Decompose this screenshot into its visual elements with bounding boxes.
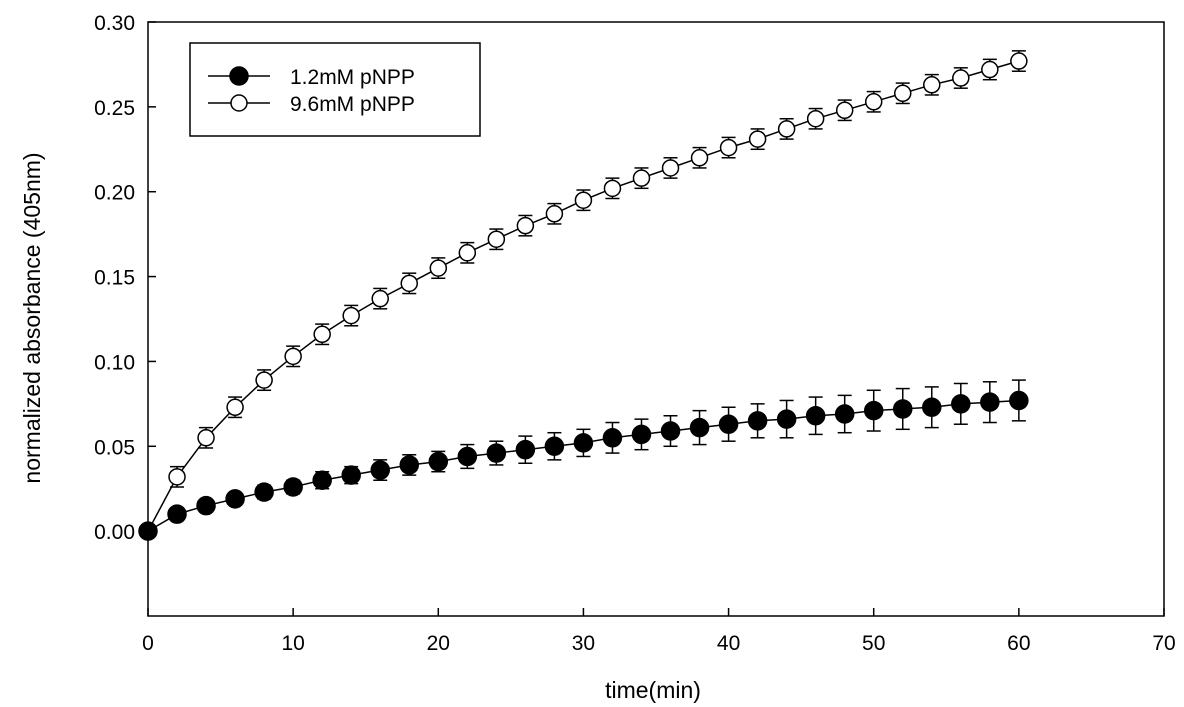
data-point <box>834 404 855 424</box>
x-axis-title: time(min) <box>605 677 701 703</box>
data-point <box>371 289 389 308</box>
legend-marker <box>229 66 249 86</box>
legend-box <box>189 42 481 137</box>
data-point <box>283 477 303 497</box>
y-tick-label: 0.00 <box>94 521 135 544</box>
data-point <box>952 69 970 87</box>
data-point <box>429 259 448 277</box>
series-1 <box>138 379 1029 541</box>
data-point <box>951 394 971 414</box>
data-point <box>748 130 767 148</box>
data-point <box>893 84 912 103</box>
data-point <box>167 504 187 524</box>
x-tick-label: 30 <box>572 632 595 655</box>
data-point <box>631 424 652 445</box>
data-point <box>458 244 477 262</box>
data-point <box>805 405 826 426</box>
x-tick-label: 40 <box>717 632 740 655</box>
series-line <box>147 399 1019 532</box>
data-point <box>457 446 478 467</box>
data-point <box>660 421 681 441</box>
data-point <box>573 433 594 453</box>
y-tick-label: 0.05 <box>94 436 135 459</box>
data-point <box>312 470 332 490</box>
data-point <box>776 409 797 429</box>
data-point <box>690 149 709 167</box>
data-point <box>284 347 302 366</box>
y-tick-label: 0.20 <box>94 182 135 205</box>
data-point <box>602 428 623 448</box>
series-2 <box>139 50 1028 540</box>
data-point <box>225 489 245 509</box>
data-point <box>486 443 507 463</box>
y-axis-title: normalized absorbance (405nm) <box>19 152 45 483</box>
x-tick-label: 70 <box>1152 632 1175 655</box>
data-point <box>515 439 536 460</box>
data-point <box>428 451 449 472</box>
data-point <box>719 138 738 157</box>
data-point <box>806 109 825 128</box>
data-point <box>545 205 564 223</box>
data-point <box>196 495 216 516</box>
data-point <box>892 399 913 419</box>
data-point <box>632 169 651 187</box>
y-tick-label: 0.15 <box>94 267 135 290</box>
data-point <box>864 93 883 111</box>
data-point <box>341 465 361 485</box>
data-point <box>342 306 360 325</box>
plot-axes: 0.00 0.05 0.10 0.15 0.20 0.25 0.30 0 10 20 30 40 50 6… <box>94 12 1176 655</box>
data-point <box>138 521 158 541</box>
data-point <box>197 429 215 447</box>
data-point <box>661 159 680 177</box>
y-tick-label: 0.25 <box>94 97 135 120</box>
data-point <box>1009 390 1029 411</box>
data-point <box>254 482 274 502</box>
data-point <box>400 274 419 293</box>
legend-marker <box>230 94 248 112</box>
legend-label: 1.2mM pNPP <box>290 66 415 89</box>
x-tick-label: 60 <box>1007 632 1030 655</box>
y-tick-label: 0.10 <box>94 351 135 374</box>
data-point <box>168 468 186 486</box>
data-point <box>747 411 768 431</box>
data-point <box>863 400 884 421</box>
x-tick-label: 20 <box>427 632 450 655</box>
data-point <box>399 455 420 475</box>
legend: 1.2mM pNPP 9.6mM pNPP <box>189 42 481 137</box>
data-point <box>923 76 941 94</box>
plot-frame <box>147 21 1165 617</box>
data-point <box>255 371 273 389</box>
data-point <box>516 216 535 235</box>
data-point <box>835 101 854 120</box>
data-point <box>487 230 506 248</box>
x-tick-label: 10 <box>281 632 304 655</box>
data-point <box>981 60 999 79</box>
legend-label: 9.6mM pNPP <box>290 93 415 116</box>
data-point <box>313 325 331 344</box>
data-point <box>226 398 244 417</box>
data-point <box>777 120 796 138</box>
data-point <box>1010 52 1028 70</box>
x-tick-label: 50 <box>862 632 885 655</box>
data-point <box>603 179 622 198</box>
plot-series <box>138 50 1029 541</box>
data-point <box>574 191 593 209</box>
y-tick-label: 0.30 <box>94 12 135 35</box>
data-point <box>718 414 739 434</box>
data-point <box>922 397 942 418</box>
data-point <box>370 460 390 480</box>
data-point <box>980 392 1000 412</box>
x-tick-label: 0 <box>142 632 154 655</box>
data-point <box>689 417 710 438</box>
data-point <box>544 436 565 457</box>
